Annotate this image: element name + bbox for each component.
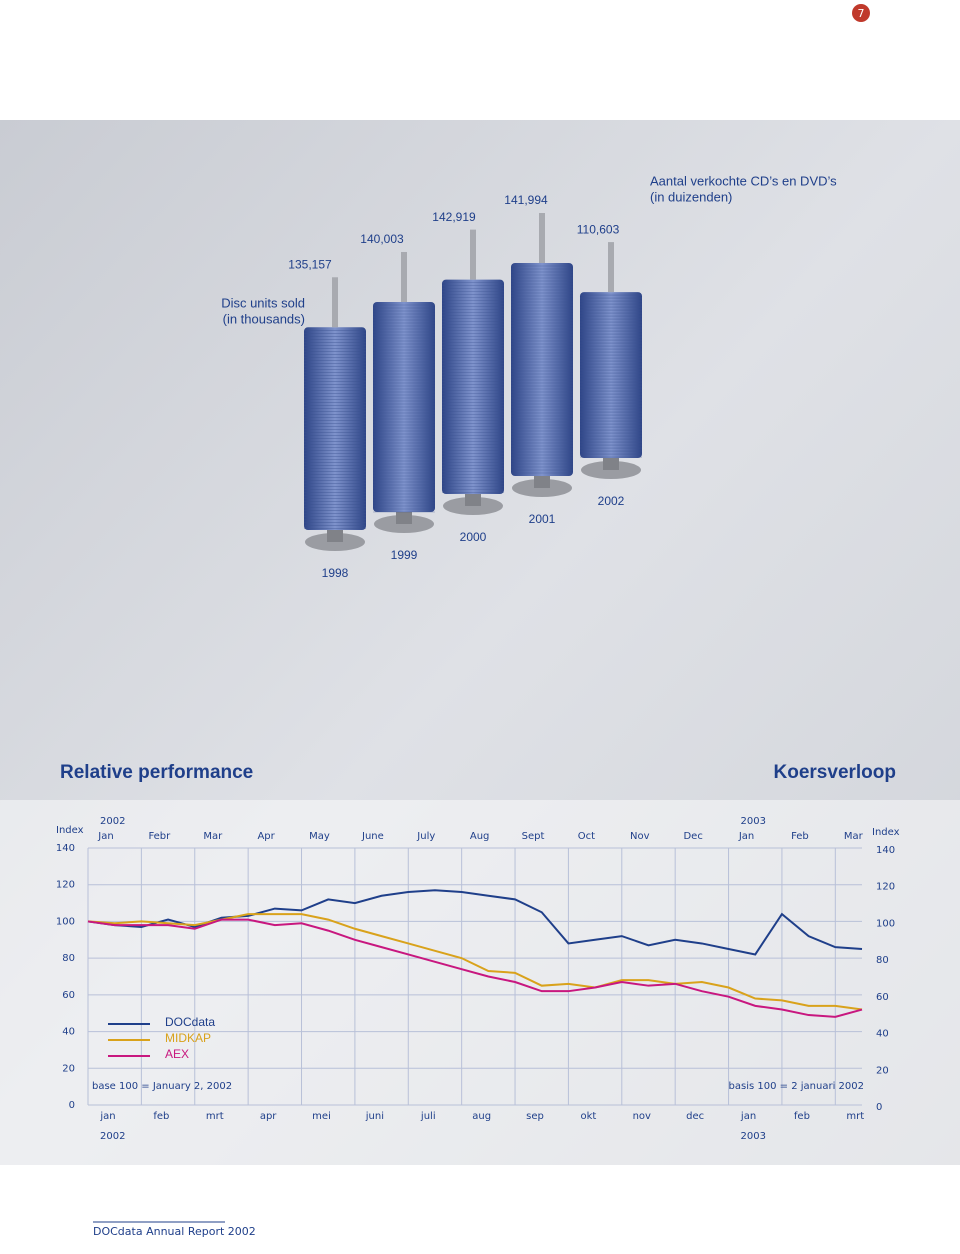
pedestal (327, 530, 343, 542)
y-tick-label: 80 (62, 953, 75, 964)
x-tick-label-nl: dec (686, 1111, 704, 1122)
x-tick-label: Feb (791, 831, 809, 842)
x-tick-label-nl: jan (99, 1111, 115, 1122)
x-tick-label: June (361, 831, 384, 842)
x-tick-label: Mar (844, 831, 864, 842)
year-label: 2002 (100, 816, 125, 827)
year-label: 2002 (598, 494, 625, 508)
x-tick-label-nl: okt (580, 1111, 596, 1122)
y-tick-label: 20 (62, 1063, 75, 1074)
x-tick-label: Sept (522, 831, 545, 842)
y-axis-label: Index (872, 827, 900, 838)
x-tick-label: Nov (630, 831, 650, 842)
y-axis-label: Index (56, 825, 84, 836)
legend-label: DOCdata (165, 1015, 215, 1029)
y-tick-label: 100 (876, 918, 895, 929)
x-tick-label: May (309, 831, 330, 842)
y-tick-label: 60 (876, 992, 889, 1003)
spindle (401, 251, 407, 302)
x-tick-label-nl: sep (526, 1111, 544, 1122)
x-tick-label: Oct (578, 831, 595, 842)
chart-title: (in thousands) (223, 311, 305, 326)
note: basis 100 = 2 januari 2002 (729, 1081, 864, 1092)
x-tick-label: Apr (257, 831, 275, 842)
year-label: 2000 (460, 530, 487, 544)
x-tick-label: July (416, 831, 435, 842)
y-tick-label: 80 (876, 955, 889, 966)
chart-title-nl: Aantal verkochte CD’s en DVD’s (650, 173, 837, 188)
y-tick-label: 140 (56, 843, 75, 854)
x-tick-label-nl: mei (312, 1111, 331, 1122)
page-number: 7 (858, 7, 865, 20)
footer: DOCdata Annual Report 2002 (93, 1225, 256, 1238)
year-label: 1999 (391, 548, 418, 562)
x-tick-label-nl: juli (420, 1111, 436, 1122)
year-label: 2003 (741, 816, 766, 827)
chart-title-nl: Koersverloop (774, 762, 896, 783)
chart-title-nl: (in duizenden) (650, 189, 732, 204)
value-label: 140,003 (360, 232, 404, 246)
x-tick-label: Dec (683, 831, 702, 842)
series-line (87, 918, 863, 1018)
spindle (539, 213, 545, 264)
legend-label: AEX (165, 1047, 189, 1061)
y-tick-label: 40 (876, 1029, 889, 1040)
spindle (608, 242, 614, 293)
x-tick-label-nl: juni (365, 1111, 384, 1122)
x-tick-label-nl: apr (260, 1111, 277, 1122)
y-tick-label: 60 (62, 990, 75, 1001)
x-tick-label: Jan (738, 831, 754, 842)
legend-label: MIDKAP (165, 1031, 211, 1045)
chart-panel (0, 800, 960, 1165)
year-label: 2003 (741, 1131, 766, 1142)
y-tick-label: 140 (876, 845, 895, 856)
x-tick-label-nl: feb (153, 1111, 169, 1122)
value-label: 135,157 (288, 257, 332, 271)
pedestal (534, 476, 550, 488)
spindle (470, 229, 476, 280)
note: base 100 = January 2, 2002 (92, 1081, 232, 1092)
y-tick-label: 120 (56, 880, 75, 891)
x-tick-label-nl: feb (794, 1111, 810, 1122)
x-tick-label-nl: mrt (206, 1111, 224, 1122)
y-tick-label: 40 (62, 1027, 75, 1038)
disc-stack (511, 263, 573, 476)
y-tick-label: 120 (876, 882, 895, 893)
disc-stack (442, 279, 504, 494)
disc-stack (304, 327, 366, 530)
x-tick-label: Aug (470, 831, 490, 842)
y-tick-label: 100 (56, 916, 75, 927)
pedestal (396, 512, 412, 524)
disc-stack (580, 292, 642, 458)
x-tick-label-nl: jan (740, 1111, 756, 1122)
x-tick-label-nl: aug (472, 1111, 491, 1122)
y-tick-label: 0 (69, 1100, 75, 1111)
y-tick-label: 20 (876, 1065, 889, 1076)
value-label: 110,603 (577, 222, 620, 236)
value-label: 142,919 (432, 210, 476, 224)
x-tick-label: Mar (203, 831, 223, 842)
series-line (87, 889, 863, 956)
chart-title: Relative performance (60, 762, 253, 783)
x-tick-label-nl: nov (633, 1111, 651, 1122)
pedestal (465, 494, 481, 506)
chart-title: Disc units sold (221, 295, 305, 310)
value-label: 141,994 (504, 193, 548, 207)
x-tick-label: Jan (97, 831, 113, 842)
pedestal (603, 458, 619, 470)
spindle (332, 277, 338, 328)
year-label: 2002 (100, 1131, 125, 1142)
y-tick-label: 0 (876, 1102, 882, 1113)
year-label: 1998 (322, 566, 349, 580)
year-label: 2001 (529, 512, 556, 526)
x-tick-label: Febr (148, 831, 171, 842)
x-tick-label-nl: mrt (846, 1111, 864, 1122)
page-badge (852, 4, 870, 22)
